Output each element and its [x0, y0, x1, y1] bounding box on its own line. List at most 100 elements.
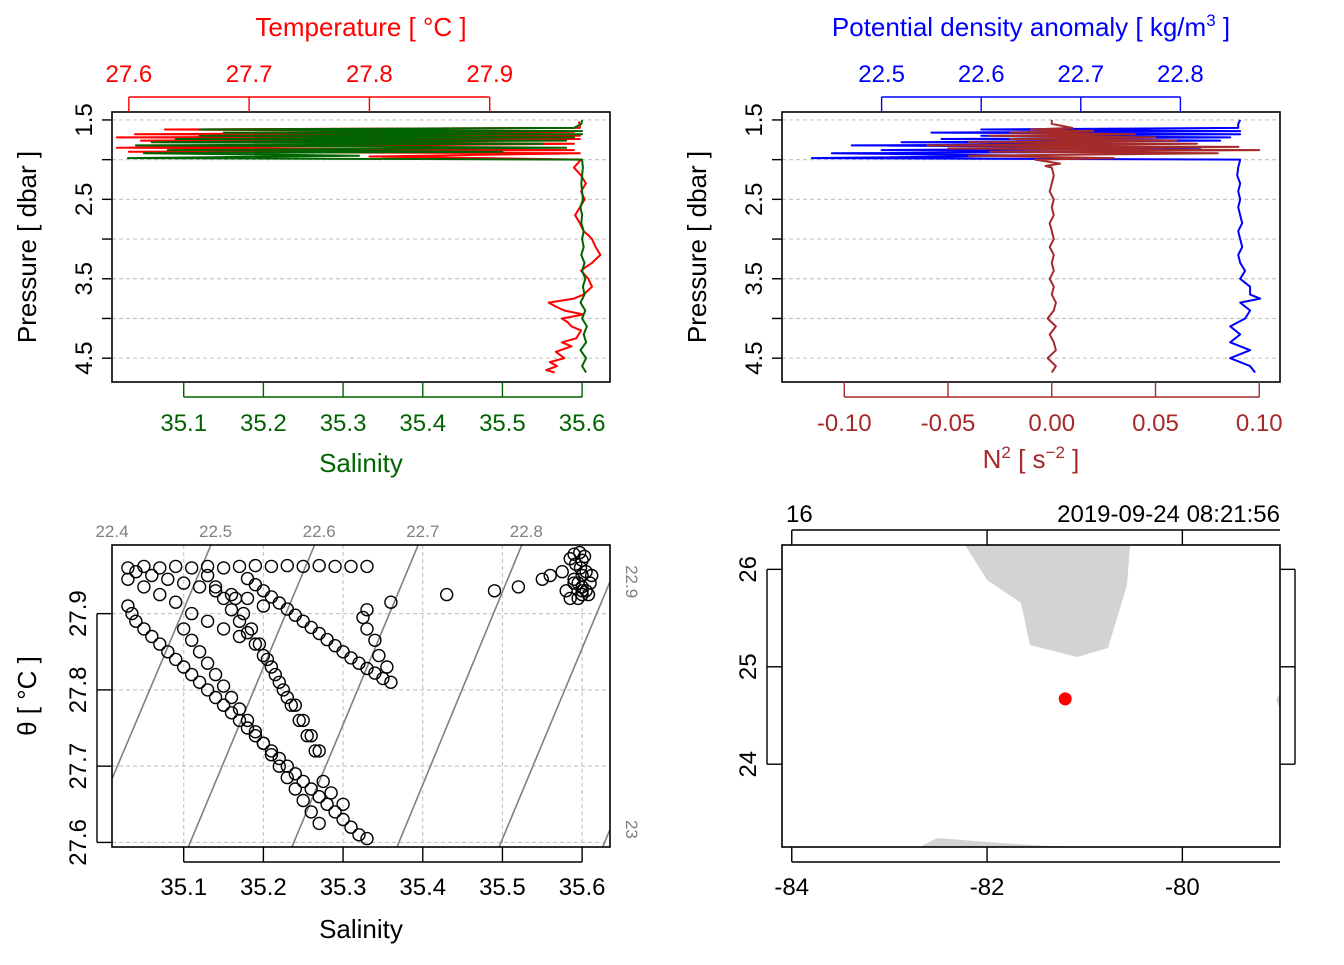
ts-point-7	[304, 782, 318, 796]
ts-point-64	[312, 744, 326, 758]
ts-point-131	[192, 580, 207, 594]
ts-point-33	[304, 805, 318, 819]
ts-point-8	[296, 774, 310, 789]
y-tick-label-1: 2.5	[71, 183, 98, 216]
ts-point-86	[328, 639, 342, 653]
panel2-frame	[781, 111, 1281, 383]
ts-point-143	[232, 629, 247, 644]
density-title-end: ]	[1216, 12, 1230, 42]
panel2-gridlines	[782, 119, 1280, 359]
density-axis-title: Potential density anomaly [ kg/m3 ]	[832, 11, 1230, 42]
ts-point-52	[316, 774, 330, 789]
ts-point-101	[360, 622, 374, 636]
ts-point-134	[240, 591, 255, 606]
ts-point-129	[161, 572, 175, 586]
ts-point-140	[184, 606, 199, 621]
ts-point-118	[232, 559, 247, 574]
panel2-n2-axis: -0.10 -0.05 0.00 0.05 0.10	[817, 382, 1283, 437]
isopycnal-label-22.7: 22.7	[406, 522, 439, 541]
ts-point-55	[292, 713, 306, 728]
ts-point-66	[296, 713, 310, 728]
ts-theta-title: θ [ °C ]	[12, 656, 42, 736]
ts-point-48	[184, 633, 199, 647]
series-line-temperature	[115, 121, 602, 374]
y-tick-label-0: 1.5	[741, 103, 768, 136]
ts-point-70	[264, 660, 279, 674]
top-tick-label-0: 27.6	[105, 61, 152, 88]
ts-point-56	[284, 698, 298, 712]
ts-point-106	[487, 584, 502, 598]
panel1-temperature-axis: 27.6 27.7 27.8 27.9	[105, 61, 513, 112]
ts-point-51	[324, 786, 338, 800]
panel1-pressure-axis: 1.5 2.5 3.5 4.5	[71, 103, 112, 375]
ts-x-tick-label-2: 35.3	[320, 874, 367, 901]
bottom-tick-label-5: 35.6	[559, 410, 606, 437]
n2-title-main: N	[983, 444, 1002, 474]
ts-point-62	[236, 606, 251, 621]
ts-point-152	[573, 561, 588, 575]
station-marker	[1058, 692, 1072, 706]
ts-point-105	[440, 587, 454, 602]
ts-point-149	[567, 572, 581, 586]
ts-point-139	[168, 595, 183, 609]
map-axes: -84 -82 -80 24 25 26	[735, 529, 1296, 901]
ts-point-23	[176, 660, 191, 674]
ts-point-32	[312, 816, 326, 831]
isopycnal-22.6	[187, 545, 316, 847]
ts-point-39	[256, 736, 271, 750]
ts-point-161	[563, 591, 577, 606]
ts-point-160	[575, 584, 589, 598]
ts-point-136	[121, 572, 135, 586]
temperature-axis-title: Temperature [ °C ]	[255, 12, 466, 42]
panel-density-n2: 1.5 2.5 3.5 4.5 22.5 22.6 22.7 22.8 -0.10 -0.05…	[682, 11, 1283, 474]
ts-y-tick-label-3: 27.9	[65, 590, 92, 637]
ts-point-65	[304, 729, 318, 743]
panel2-pressure-axis: 1.5 2.5 3.5 4.5	[741, 103, 782, 375]
pressure-axis-title-1: Pressure [ dbar ]	[12, 151, 42, 343]
ts-point-99	[372, 648, 386, 663]
density-title-sup: 3	[1206, 11, 1215, 30]
ts-point-81	[368, 666, 382, 680]
map-timestamp: 2019-09-24 08:21:56	[1057, 501, 1280, 528]
pressure-axis-title-2: Pressure [ dbar ]	[682, 151, 712, 343]
ts-point-76	[216, 591, 231, 606]
ts-point-74	[232, 614, 247, 628]
panel3-isopycnal-labels: 22.4 22.5 22.6 22.7 22.8 22.9 23	[95, 522, 641, 839]
ts-point-96	[248, 578, 263, 592]
series-line-potential-density-anomaly	[810, 119, 1262, 374]
ts-point-146	[579, 584, 593, 598]
ts-point-4	[328, 805, 342, 819]
ts-point-128	[145, 568, 159, 583]
ts-point-75	[224, 603, 239, 617]
ts-point-138	[153, 587, 167, 602]
ts-point-31	[121, 599, 135, 613]
ts-point-21	[192, 675, 207, 689]
ts-point-3	[336, 812, 350, 827]
bottom-tick-label-3: 35.4	[399, 410, 446, 437]
bottom-tick-label-1: 35.2	[240, 410, 287, 437]
series-line-salinity	[126, 119, 588, 374]
ts-point-47	[192, 645, 207, 659]
top-tick-label-0: 22.5	[858, 61, 905, 88]
salinity-axis-title: Salinity	[319, 448, 403, 478]
top-tick-label-2: 27.8	[346, 61, 393, 88]
ts-point-53	[308, 744, 322, 758]
ts-point-132	[208, 584, 223, 598]
bottom-tick-label-4: 0.10	[1236, 410, 1283, 437]
ts-point-40	[248, 725, 263, 739]
top-tick-label-3: 22.8	[1157, 61, 1204, 88]
ts-point-103	[360, 603, 374, 617]
bottom-tick-label-0: -0.10	[817, 410, 872, 437]
ts-point-36	[280, 770, 294, 785]
panel-temperature-salinity: 1.52.53.54.5 27.6 27.7 27.8 27.9 35.1 35.2 35…	[12, 12, 611, 478]
ts-point-22	[184, 667, 199, 682]
ts-point-67	[288, 698, 302, 712]
ts-point-117	[216, 561, 231, 575]
y-tick-label-1: 2.5	[741, 183, 768, 216]
ts-point-11	[272, 751, 286, 766]
ts-point-125	[344, 559, 358, 574]
panel3-gridlines	[112, 545, 610, 847]
ts-point-127	[129, 565, 143, 579]
ts-point-12	[264, 744, 279, 758]
land-cuba	[920, 838, 1085, 847]
